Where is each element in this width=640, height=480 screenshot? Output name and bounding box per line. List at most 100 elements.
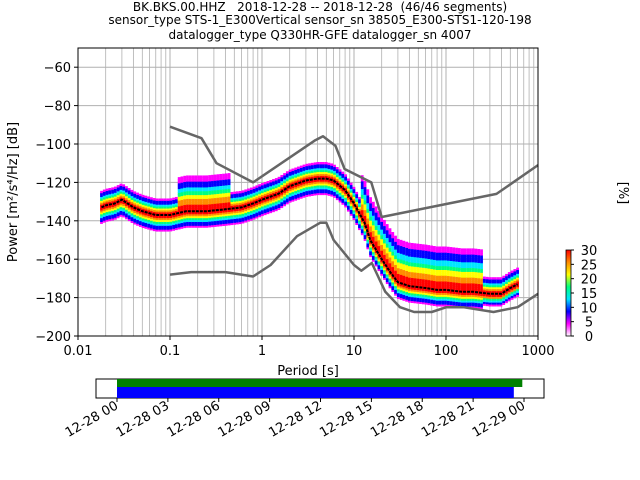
heatmap-cell bbox=[460, 288, 464, 292]
heatmap-cell bbox=[477, 285, 481, 288]
heatmap-cell bbox=[363, 238, 367, 241]
heatmap-cell bbox=[291, 195, 295, 198]
heatmap-cell bbox=[202, 208, 206, 211]
heatmap-cell bbox=[202, 204, 206, 207]
heatmap-cell bbox=[449, 250, 453, 254]
heatmap-cell bbox=[133, 222, 137, 225]
heatmap-cell bbox=[308, 184, 311, 187]
heatmap-cell bbox=[244, 208, 248, 212]
heatmap-cell bbox=[408, 271, 411, 274]
heatmap-cell bbox=[280, 178, 284, 182]
heatmap-cell bbox=[277, 184, 281, 187]
heatmap-cell bbox=[252, 192, 256, 195]
heatmap-cell bbox=[516, 292, 519, 295]
heatmap-cell bbox=[438, 273, 442, 276]
heatmap-cell bbox=[147, 196, 151, 199]
heatmap-cell bbox=[263, 187, 267, 191]
heatmap-cell bbox=[202, 175, 206, 178]
heatmap-cell bbox=[377, 237, 381, 241]
heatmap-cell bbox=[388, 274, 392, 277]
heatmap-cell bbox=[385, 262, 389, 265]
heatmap-cell bbox=[371, 217, 375, 220]
heatmap-cell bbox=[432, 278, 436, 282]
heatmap-cell bbox=[394, 260, 397, 264]
heatmap-cell bbox=[205, 217, 209, 221]
heatmap-cell bbox=[477, 306, 481, 309]
heatmap-cell bbox=[166, 200, 170, 203]
heatmap-cell bbox=[255, 212, 259, 215]
heatmap-cell bbox=[444, 290, 447, 294]
heatmap-cell bbox=[202, 198, 206, 201]
heatmap-cell bbox=[383, 258, 386, 261]
heatmap-cell bbox=[510, 283, 514, 287]
heatmap-cell bbox=[144, 207, 148, 210]
heatmap-cell bbox=[446, 275, 450, 278]
heatmap-cell bbox=[280, 194, 284, 197]
heatmap-cell bbox=[371, 240, 375, 243]
heatmap-cell bbox=[102, 202, 106, 206]
heatmap-cell bbox=[363, 192, 367, 195]
heatmap-cell bbox=[360, 194, 364, 197]
heatmap-cell bbox=[424, 273, 428, 276]
heatmap-cell bbox=[322, 183, 325, 186]
heatmap-cell bbox=[435, 281, 439, 284]
heatmap-cell bbox=[410, 258, 414, 261]
heatmap-cell bbox=[252, 207, 256, 211]
heatmap-cell bbox=[241, 205, 245, 209]
heatmap-cell bbox=[441, 296, 445, 299]
heatmap-cell bbox=[449, 247, 453, 250]
heatmap-cell bbox=[199, 213, 203, 217]
heatmap-cell bbox=[247, 209, 250, 213]
heatmap-cell bbox=[430, 260, 433, 264]
heatmap-cell bbox=[150, 220, 153, 223]
heatmap-cell bbox=[377, 243, 381, 247]
heatmap-cell bbox=[263, 191, 267, 194]
heatmap-cell bbox=[449, 285, 453, 288]
heatmap-cell bbox=[283, 190, 286, 193]
heatmap-cell bbox=[424, 298, 428, 301]
heatmap-cell bbox=[324, 183, 328, 186]
heatmap-cell bbox=[199, 211, 203, 215]
heatmap-cell bbox=[385, 231, 389, 235]
heatmap-cell bbox=[513, 270, 517, 274]
heatmap-cell bbox=[516, 269, 519, 272]
heatmap-cell bbox=[125, 199, 128, 203]
heatmap-cell bbox=[416, 295, 420, 298]
heatmap-cell bbox=[377, 222, 381, 225]
heatmap-cell bbox=[399, 297, 403, 300]
heatmap-cell bbox=[385, 279, 389, 283]
heatmap-cell bbox=[510, 282, 514, 285]
heatmap-cell bbox=[463, 269, 467, 272]
heatmap-cell bbox=[155, 202, 159, 205]
heatmap-cell bbox=[188, 194, 192, 198]
heatmap-cell bbox=[469, 267, 472, 270]
heatmap-cell bbox=[513, 288, 517, 291]
heatmap-cell bbox=[208, 217, 212, 220]
heatmap-cell bbox=[441, 284, 445, 288]
heatmap-cell bbox=[280, 182, 284, 186]
heatmap-cell bbox=[269, 203, 273, 206]
heatmap-cell bbox=[477, 291, 481, 294]
heatmap-cell bbox=[230, 201, 234, 204]
heatmap-cell bbox=[366, 243, 370, 246]
heatmap-cell bbox=[308, 190, 311, 193]
heatmap-cell bbox=[341, 171, 345, 175]
heatmap-cell bbox=[385, 258, 389, 262]
heatmap-cell bbox=[227, 182, 231, 186]
heatmap-cell bbox=[410, 279, 414, 282]
heatmap-cell bbox=[180, 201, 184, 204]
heatmap-cell bbox=[166, 202, 170, 205]
heatmap-cell bbox=[352, 207, 356, 211]
heatmap-cell bbox=[369, 208, 372, 212]
heatmap-cell bbox=[163, 198, 167, 201]
heatmap-cell bbox=[474, 260, 478, 263]
heatmap-cell bbox=[283, 192, 286, 195]
heatmap-cell bbox=[299, 175, 303, 178]
heatmap-cell bbox=[238, 221, 242, 225]
heatmap-cell bbox=[141, 194, 145, 198]
y-tick-label: −60 bbox=[44, 61, 71, 76]
heatmap-cell bbox=[333, 168, 336, 171]
heatmap-cell bbox=[419, 257, 422, 260]
heatmap-cell bbox=[474, 269, 478, 273]
heatmap-cell bbox=[180, 205, 184, 208]
